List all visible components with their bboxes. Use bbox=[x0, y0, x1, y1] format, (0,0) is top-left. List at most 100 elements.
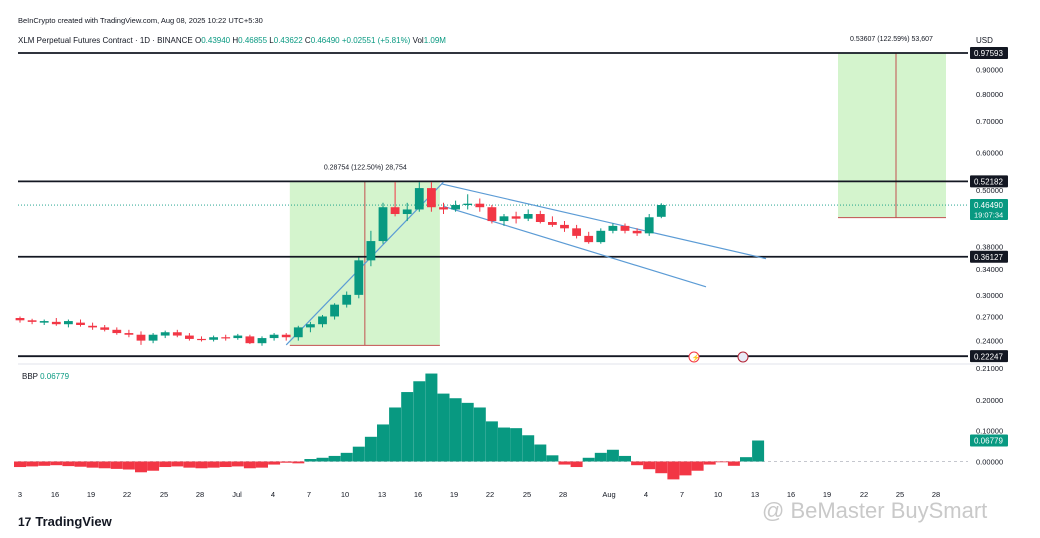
bbp-bar bbox=[171, 461, 184, 467]
bbp-bar bbox=[401, 392, 414, 462]
x-tick-label: 22 bbox=[486, 490, 494, 499]
bbp-tick-label: 0.00000 bbox=[976, 457, 1003, 466]
x-tick-label: 3 bbox=[18, 490, 22, 499]
x-tick-label: Jul bbox=[232, 490, 242, 499]
bbp-bar bbox=[619, 455, 631, 462]
x-tick-label: 22 bbox=[860, 490, 868, 499]
level-price-box bbox=[970, 46, 1008, 59]
candle-body bbox=[112, 329, 122, 334]
level-price-label: 0.36127 bbox=[974, 253, 1003, 262]
candle-body bbox=[39, 321, 49, 323]
candle-body bbox=[209, 337, 218, 340]
candle-body bbox=[197, 338, 206, 341]
bbp-bar bbox=[413, 381, 426, 462]
current-price-box bbox=[970, 199, 1008, 221]
symbol-title: XLM Perpetual Futures Contract · 1D · BI… bbox=[18, 36, 193, 45]
tradingview-logo[interactable]: 17 TradingView bbox=[18, 514, 112, 529]
x-tick-label: 28 bbox=[559, 490, 567, 499]
candle-body bbox=[318, 316, 327, 325]
bbp-bar bbox=[159, 461, 172, 468]
candle-body bbox=[656, 205, 666, 217]
bbp-bar bbox=[582, 457, 595, 462]
credit-line: BeInCrypto created with TradingView.com,… bbox=[18, 16, 263, 25]
bbp-bar bbox=[26, 461, 39, 467]
bbp-bar bbox=[425, 373, 438, 462]
bbp-bar bbox=[740, 457, 752, 462]
close-value: 0.46490 bbox=[310, 36, 340, 45]
price-tick-label: 0.30000 bbox=[976, 291, 1003, 300]
bbp-bar bbox=[473, 407, 486, 462]
candle-body bbox=[644, 217, 654, 234]
countdown-label: 19:07:34 bbox=[974, 211, 1003, 220]
price-tick-label: 0.21000 bbox=[976, 364, 1003, 373]
low-label: L bbox=[269, 36, 274, 45]
candle-body bbox=[584, 235, 594, 243]
level-price-label: 0.97593 bbox=[974, 49, 1003, 58]
candle-body bbox=[185, 335, 194, 339]
watermark: @ BeMaster BuySmart bbox=[762, 498, 988, 523]
x-tick-label: 4 bbox=[271, 490, 275, 499]
current-price-label: 0.46490 bbox=[974, 201, 1003, 210]
bbp-tick-label: 0.20000 bbox=[976, 396, 1003, 405]
price-tick-label: 0.70000 bbox=[976, 117, 1003, 126]
candle-body bbox=[414, 188, 424, 210]
bbp-bar bbox=[352, 446, 365, 462]
candle-body bbox=[281, 334, 291, 338]
symbol-header: XLM Perpetual Futures Contract · 1D · BI… bbox=[18, 36, 446, 45]
tradingview-logo-icon: 17 bbox=[18, 514, 32, 529]
bbp-bar bbox=[461, 402, 474, 462]
x-tick-label: 28 bbox=[932, 490, 940, 499]
candle-body bbox=[27, 320, 37, 322]
bbp-bar bbox=[195, 461, 208, 469]
bbp-bar bbox=[280, 461, 293, 463]
measure-range-2 bbox=[838, 52, 946, 218]
candle-body bbox=[257, 338, 267, 344]
bbp-label: BBP bbox=[22, 372, 38, 381]
bbp-bar bbox=[631, 461, 644, 466]
low-value: 0.43622 bbox=[273, 36, 303, 45]
x-tick-label: 19 bbox=[450, 490, 458, 499]
price-tick-label: 0.38000 bbox=[976, 242, 1003, 251]
x-tick-label: 25 bbox=[896, 490, 904, 499]
candle-body bbox=[608, 225, 618, 231]
candle-body bbox=[499, 216, 509, 222]
bbp-bar bbox=[377, 424, 389, 462]
bbp-bar bbox=[292, 461, 305, 464]
x-tick-label: 13 bbox=[751, 490, 759, 499]
bbp-bar bbox=[727, 461, 740, 466]
bbp-bar bbox=[679, 461, 692, 476]
open-value: 0.43940 bbox=[201, 36, 231, 45]
x-tick-label: 28 bbox=[196, 490, 204, 499]
candle-body bbox=[172, 332, 182, 336]
bbp-bar bbox=[510, 428, 523, 462]
candle-body bbox=[88, 325, 97, 328]
price-tick-label: 0.50000 bbox=[976, 186, 1003, 195]
bbp-bar bbox=[243, 461, 256, 469]
candle-body bbox=[620, 225, 630, 231]
x-tick-label: 25 bbox=[160, 490, 168, 499]
bbp-bar bbox=[606, 449, 619, 462]
bbp-bar bbox=[643, 461, 656, 470]
candle-body bbox=[596, 230, 606, 243]
bbp-bar bbox=[183, 461, 196, 468]
x-tick-label: 16 bbox=[51, 490, 59, 499]
candle-body bbox=[366, 241, 376, 261]
bbp-bar bbox=[534, 444, 547, 462]
bbp-bar bbox=[522, 435, 535, 462]
bbp-bar bbox=[328, 455, 341, 462]
price-tick-label: 0.80000 bbox=[976, 90, 1003, 99]
bbp-bar bbox=[268, 461, 281, 465]
bbp-bar bbox=[655, 461, 668, 474]
measure-label-2: 0.53607 (122.59%) 53,607 bbox=[850, 36, 933, 43]
bbp-bar bbox=[667, 461, 680, 480]
x-tick-label: 10 bbox=[341, 490, 349, 499]
bbp-bar bbox=[498, 427, 510, 462]
close-label: C bbox=[304, 36, 311, 45]
bbp-bar bbox=[449, 398, 462, 462]
bbp-bar bbox=[38, 461, 51, 466]
x-tick-label: Aug bbox=[602, 490, 615, 499]
volume-value: 1.09M bbox=[423, 36, 446, 45]
level-price-box bbox=[970, 350, 1008, 363]
bbp-bar bbox=[147, 461, 160, 471]
